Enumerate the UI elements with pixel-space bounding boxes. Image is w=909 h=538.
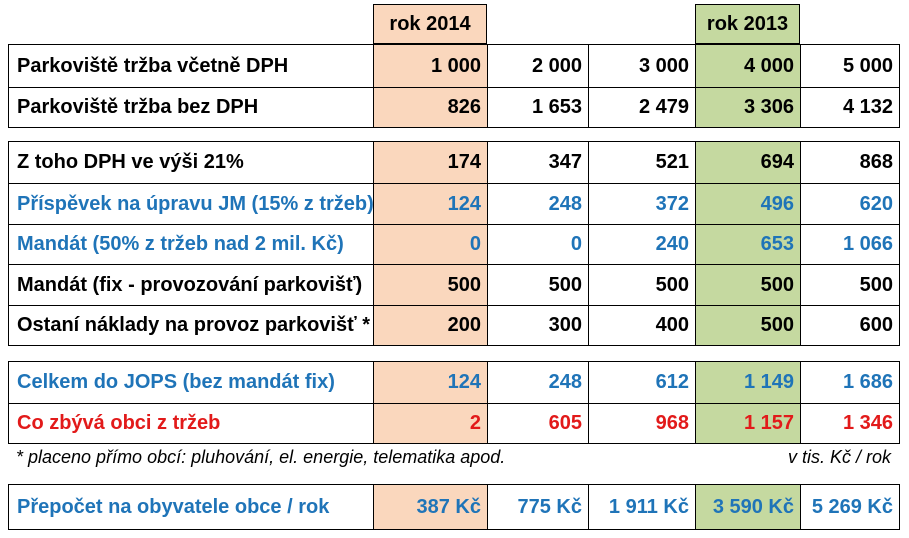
value-cell: 1 149 [695, 361, 800, 404]
table-row: Mandát (fix - provozování parkovišť) 500… [8, 265, 900, 306]
row-label: Přepočet na obyvatele obce / rok [8, 484, 373, 530]
value-cell: 1 346 [800, 404, 900, 444]
value-cell: 1 066 [800, 225, 900, 265]
value-cell: 1 686 [800, 361, 900, 404]
value-cell: 1 000 [373, 44, 487, 88]
value-cell: 496 [695, 184, 800, 225]
row-label: Co zbývá obci z tržeb [8, 404, 373, 444]
value-cell: 612 [588, 361, 695, 404]
header-spacer [8, 4, 373, 44]
value-cell: 500 [373, 265, 487, 306]
table-row: Ostaní náklady na provoz parkovišť * 200… [8, 306, 900, 346]
value-cell: 5 000 [800, 44, 900, 88]
table-row: Mandát (50% z tržeb nad 2 mil. Kč) 0 0 2… [8, 225, 900, 265]
value-cell: 347 [487, 141, 588, 184]
value-cell: 500 [588, 265, 695, 306]
header-blank [588, 4, 695, 44]
value-cell: 2 [373, 404, 487, 444]
value-cell: 124 [373, 361, 487, 404]
table-row: Parkoviště tržba včetně DPH 1 000 2 000 … [8, 44, 900, 88]
value-cell: 400 [588, 306, 695, 346]
value-cell: 500 [487, 265, 588, 306]
value-cell: 387 Kč [373, 484, 487, 530]
value-cell: 200 [373, 306, 487, 346]
value-cell: 500 [695, 306, 800, 346]
row-label: Ostaní náklady na provoz parkovišť * [8, 306, 373, 346]
row-label: Celkem do JOPS (bez mandát fix) [8, 361, 373, 404]
value-cell: 620 [800, 184, 900, 225]
row-label: Příspěvek na úpravu JM (15% z tržeb) [8, 184, 374, 225]
value-cell: 1 911 Kč [588, 484, 695, 530]
value-cell: 0 [487, 225, 588, 265]
year-2013-header: rok 2013 [695, 4, 800, 44]
value-cell: 248 [487, 184, 588, 225]
value-cell: 500 [800, 265, 900, 306]
value-cell: 605 [487, 404, 588, 444]
row-label: Mandát (fix - provozování parkovišť) [8, 265, 373, 306]
value-cell: 124 [373, 184, 487, 225]
value-cell: 653 [695, 225, 800, 265]
value-cell: 4 132 [800, 88, 900, 128]
row-label: Parkoviště tržba bez DPH [8, 88, 373, 128]
value-cell: 174 [373, 141, 487, 184]
table-row: Co zbývá obci z tržeb 2 605 968 1 157 1 … [8, 404, 900, 444]
value-cell: 300 [487, 306, 588, 346]
value-cell: 3 590 Kč [695, 484, 800, 530]
value-cell: 694 [695, 141, 800, 184]
value-cell: 600 [800, 306, 900, 346]
value-cell: 521 [588, 141, 695, 184]
value-cell: 5 269 Kč [800, 484, 900, 530]
header-blank [487, 4, 588, 44]
row-label: Mandát (50% z tržeb nad 2 mil. Kč) [8, 225, 373, 265]
year-header-row: rok 2014 rok 2013 [8, 4, 900, 44]
table-row: Z toho DPH ve výši 21% 174 347 521 694 8… [8, 141, 900, 184]
value-cell: 868 [800, 141, 900, 184]
value-cell: 0 [373, 225, 487, 265]
value-cell: 2 479 [588, 88, 695, 128]
value-cell: 4 000 [695, 44, 800, 88]
value-cell: 775 Kč [487, 484, 588, 530]
value-cell: 500 [695, 265, 800, 306]
footnote: * placeno přímo obcí: pluhování, el. ene… [16, 447, 506, 467]
value-cell: 1 157 [695, 404, 800, 444]
value-cell: 2 000 [487, 44, 588, 88]
value-cell: 3 306 [695, 88, 800, 128]
table-row: Přepočet na obyvatele obce / rok 387 Kč … [8, 484, 900, 530]
value-cell: 240 [588, 225, 695, 265]
header-blank [800, 4, 900, 44]
row-label: Z toho DPH ve výši 21% [8, 141, 373, 184]
value-cell: 968 [588, 404, 695, 444]
value-cell: 826 [373, 88, 487, 128]
units-note: v tis. Kč / rok [787, 447, 891, 467]
value-cell: 1 653 [487, 88, 588, 128]
year-2014-header: rok 2014 [373, 4, 487, 44]
value-cell: 3 000 [588, 44, 695, 88]
table-row: Příspěvek na úpravu JM (15% z tržeb) 124… [8, 184, 900, 225]
table-row: Celkem do JOPS (bez mandát fix) 124 248 … [8, 361, 900, 404]
row-label: Parkoviště tržba včetně DPH [8, 44, 373, 88]
value-cell: 372 [588, 184, 695, 225]
value-cell: 248 [487, 361, 588, 404]
table-row: Parkoviště tržba bez DPH 826 1 653 2 479… [8, 88, 900, 128]
